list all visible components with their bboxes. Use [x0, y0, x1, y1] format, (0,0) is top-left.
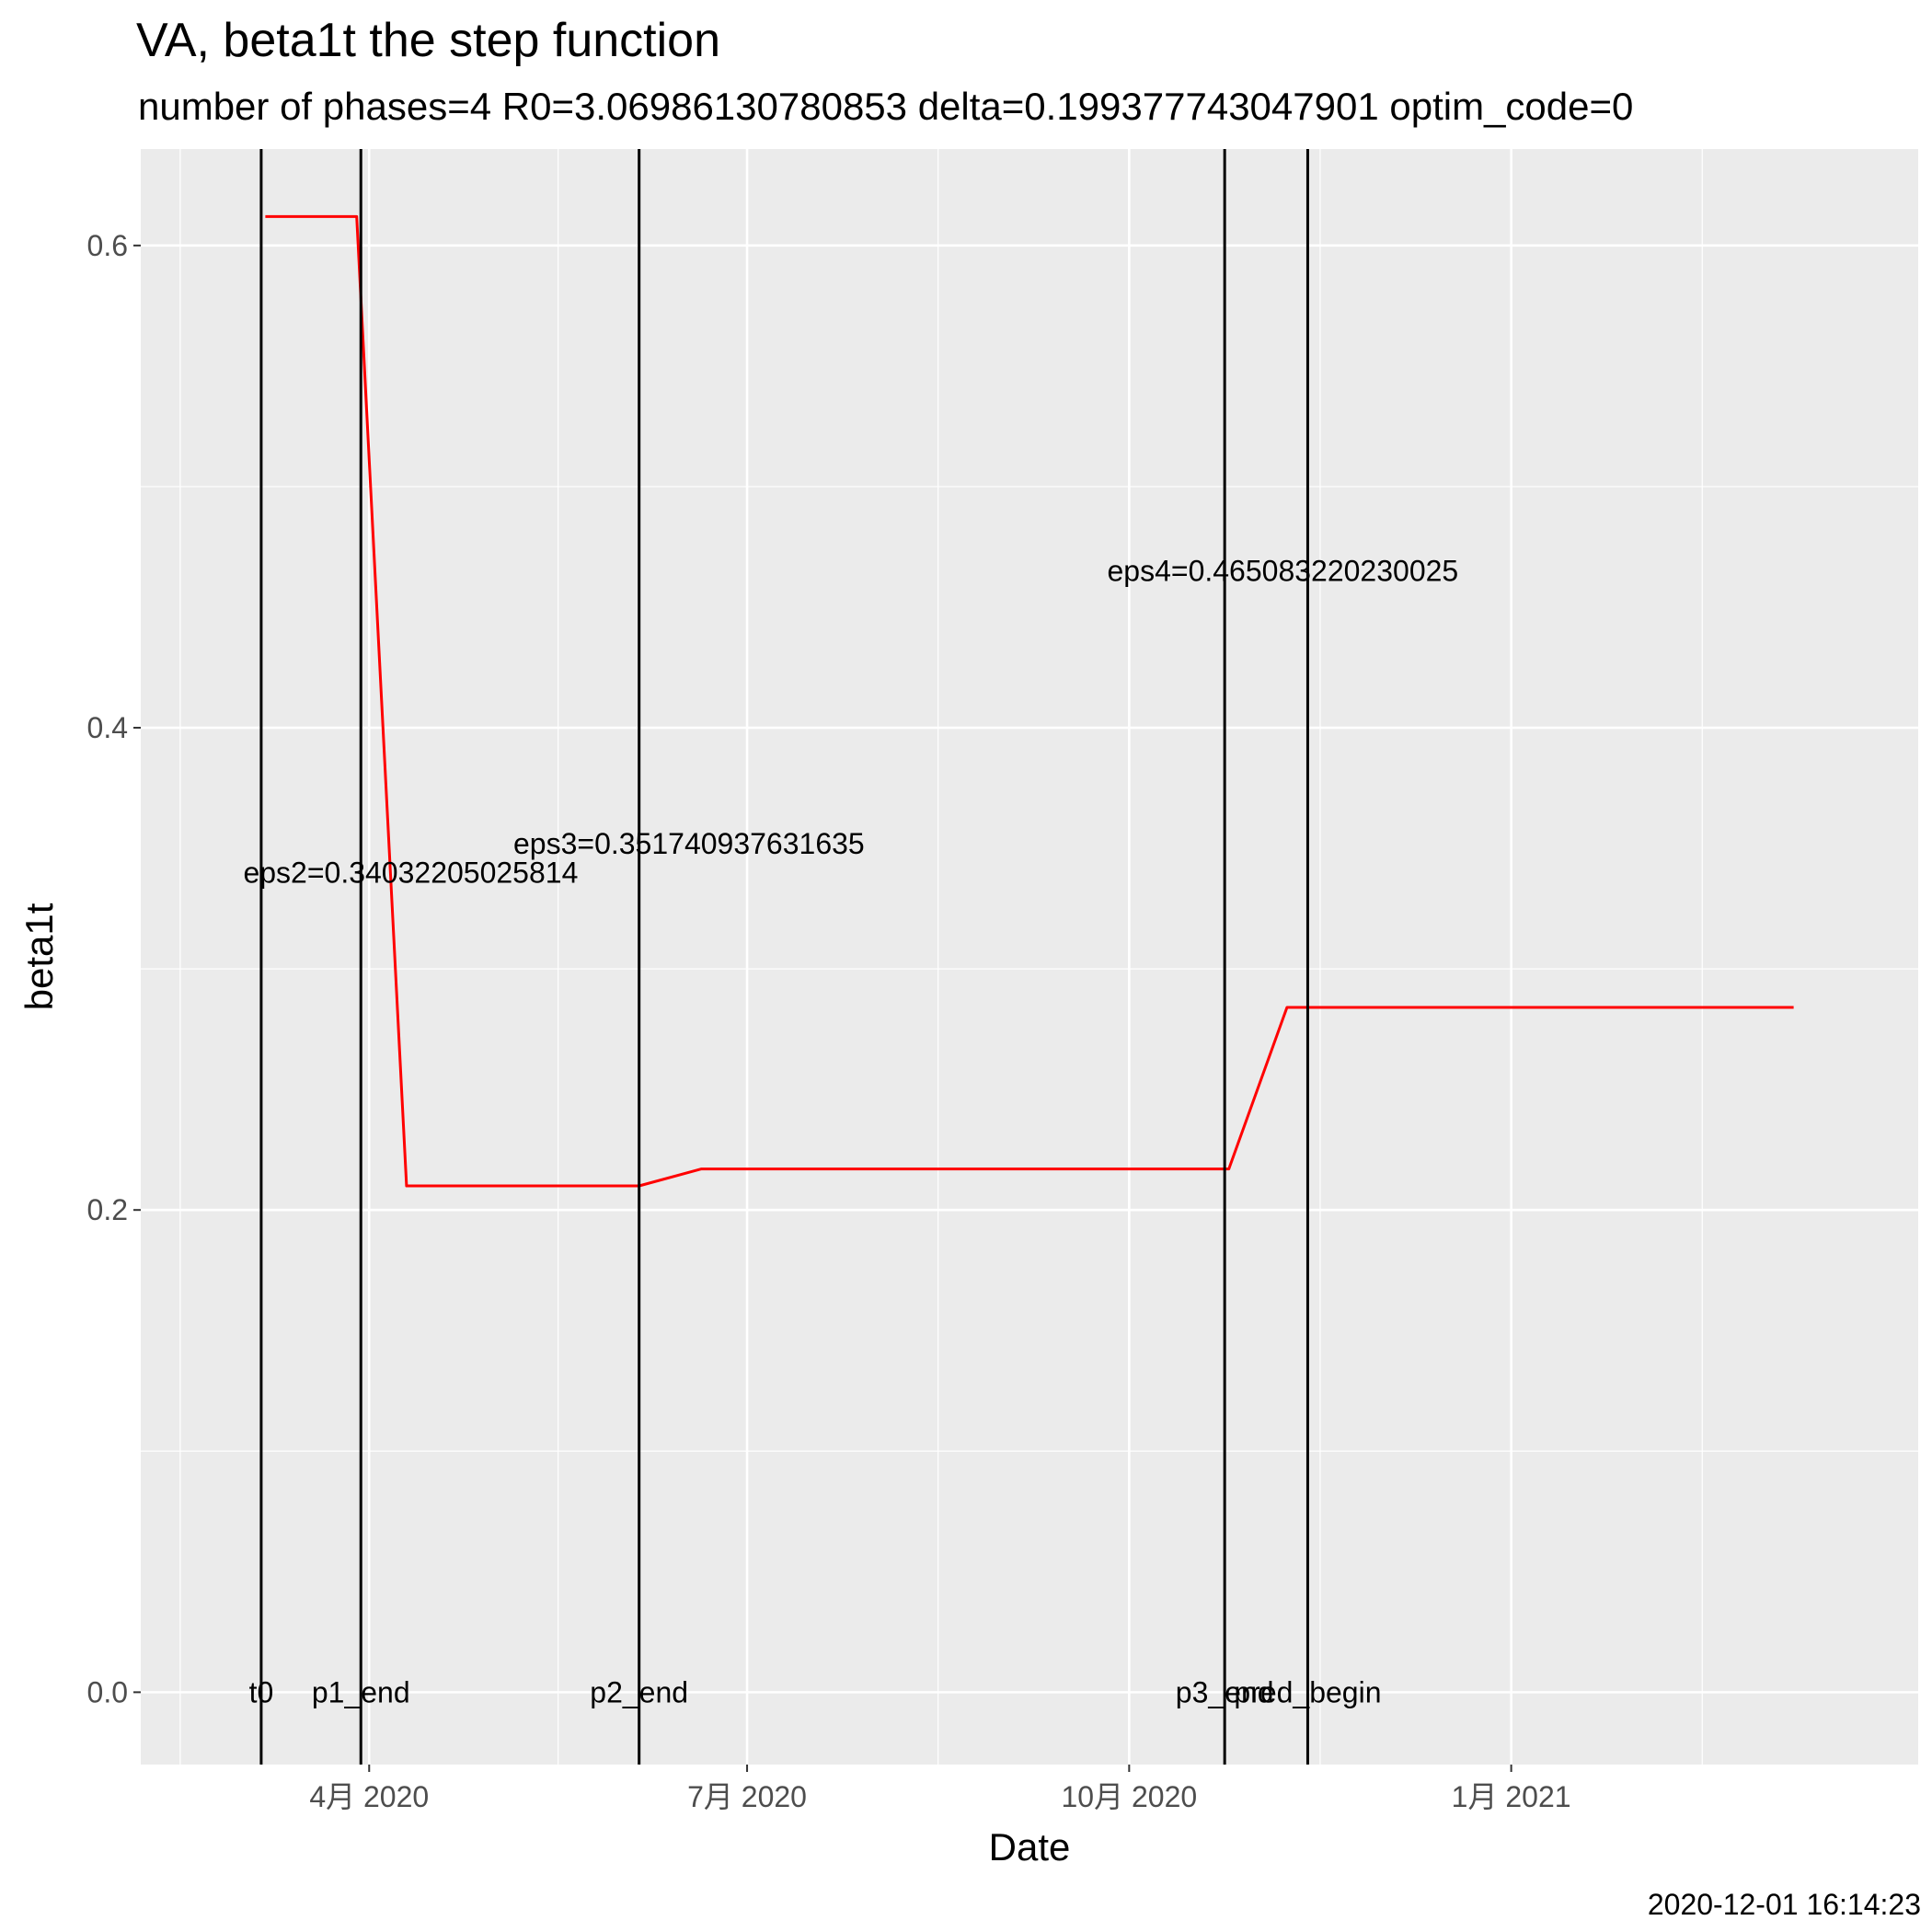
- phase-label: t0: [249, 1675, 274, 1708]
- phase-label: p3_end: [1176, 1675, 1274, 1708]
- x-tick-label: 4月 2020: [309, 1780, 429, 1813]
- x-tick-label: 1月 2021: [1452, 1780, 1571, 1813]
- eps-annotation: eps3=0.351740937631635: [513, 827, 865, 860]
- y-tick-label: 0.4: [87, 711, 128, 744]
- phase-label: p2_end: [590, 1675, 688, 1708]
- y-tick-label: 0.0: [87, 1675, 128, 1708]
- beta1t-line: [265, 214, 1794, 1188]
- y-tick-label: 0.6: [87, 229, 128, 262]
- chart-title: VA, beta1t the step function: [136, 14, 721, 67]
- x-tick-label: 10月 2020: [1061, 1780, 1197, 1813]
- eps-annotation: eps2=0.34032205025814: [243, 856, 578, 889]
- chart-subtitle: number of phases=4 R0=3.06986130780853 d…: [138, 85, 1634, 128]
- y-axis-label: beta1t: [17, 903, 61, 1010]
- x-axis-label: Date: [989, 1825, 1071, 1869]
- plot-panel: [141, 149, 1918, 1765]
- phase-label: p1_end: [312, 1675, 410, 1708]
- timestamp-caption: 2020-12-01 16:14:23: [1647, 1888, 1921, 1921]
- eps-annotation: eps4=0.465083220230025: [1107, 555, 1458, 588]
- y-tick-label: 0.2: [87, 1193, 128, 1226]
- phase-label: pred_begin: [1234, 1675, 1381, 1708]
- x-tick-label: 7月 2020: [687, 1780, 807, 1813]
